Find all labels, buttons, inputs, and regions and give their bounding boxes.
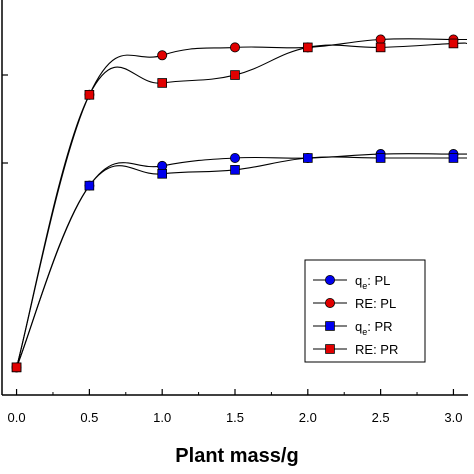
x-axis-title: Plant mass/g (175, 445, 298, 467)
data-point-series-3 (84, 90, 95, 100)
data-point-series-2 (230, 165, 240, 175)
legend-marker (324, 297, 335, 308)
data-point-series-2 (157, 168, 167, 179)
legend-box (304, 259, 426, 363)
data-point-series-1 (229, 42, 240, 53)
legend-label: RE: PR (355, 342, 398, 357)
x-tick-label: 3.0 (444, 410, 462, 425)
data-point-series-0 (229, 152, 240, 163)
legend-label: qe: PL (355, 273, 390, 291)
legend: qe: PL RE: PL qe: PR RE: PR (304, 259, 426, 363)
data-point-series-3 (157, 78, 167, 88)
data-point-series-3 (230, 70, 240, 80)
legend-marker (325, 321, 335, 331)
legend-marker (325, 344, 335, 354)
legend-label: qe: PR (355, 319, 393, 337)
series-markers (11, 34, 459, 373)
x-tick-label: 1.0 (153, 410, 171, 425)
x-tick-label: 1.5 (226, 410, 244, 425)
data-point-series-3 (375, 42, 386, 53)
x-tick-label: 0.5 (80, 410, 98, 425)
legend-label: RE: PL (355, 296, 396, 311)
data-point-series-3 (11, 362, 22, 373)
data-point-series-2 (303, 153, 313, 163)
data-point-series-3 (448, 38, 459, 49)
x-tick-label: 2.0 (299, 410, 317, 425)
x-tick-label: 0.0 (8, 410, 26, 425)
legend-marker (324, 274, 335, 285)
data-point-series-2 (375, 153, 386, 163)
data-point-series-2 (84, 180, 95, 191)
data-point-series-1 (157, 50, 168, 61)
x-axis-ticks: 0.0 0.5 1.0 1.5 2.0 2.5 3.0 (8, 389, 462, 425)
data-point-series-3 (303, 42, 313, 53)
data-point-series-2 (448, 153, 459, 163)
x-tick-label: 2.5 (372, 410, 390, 425)
